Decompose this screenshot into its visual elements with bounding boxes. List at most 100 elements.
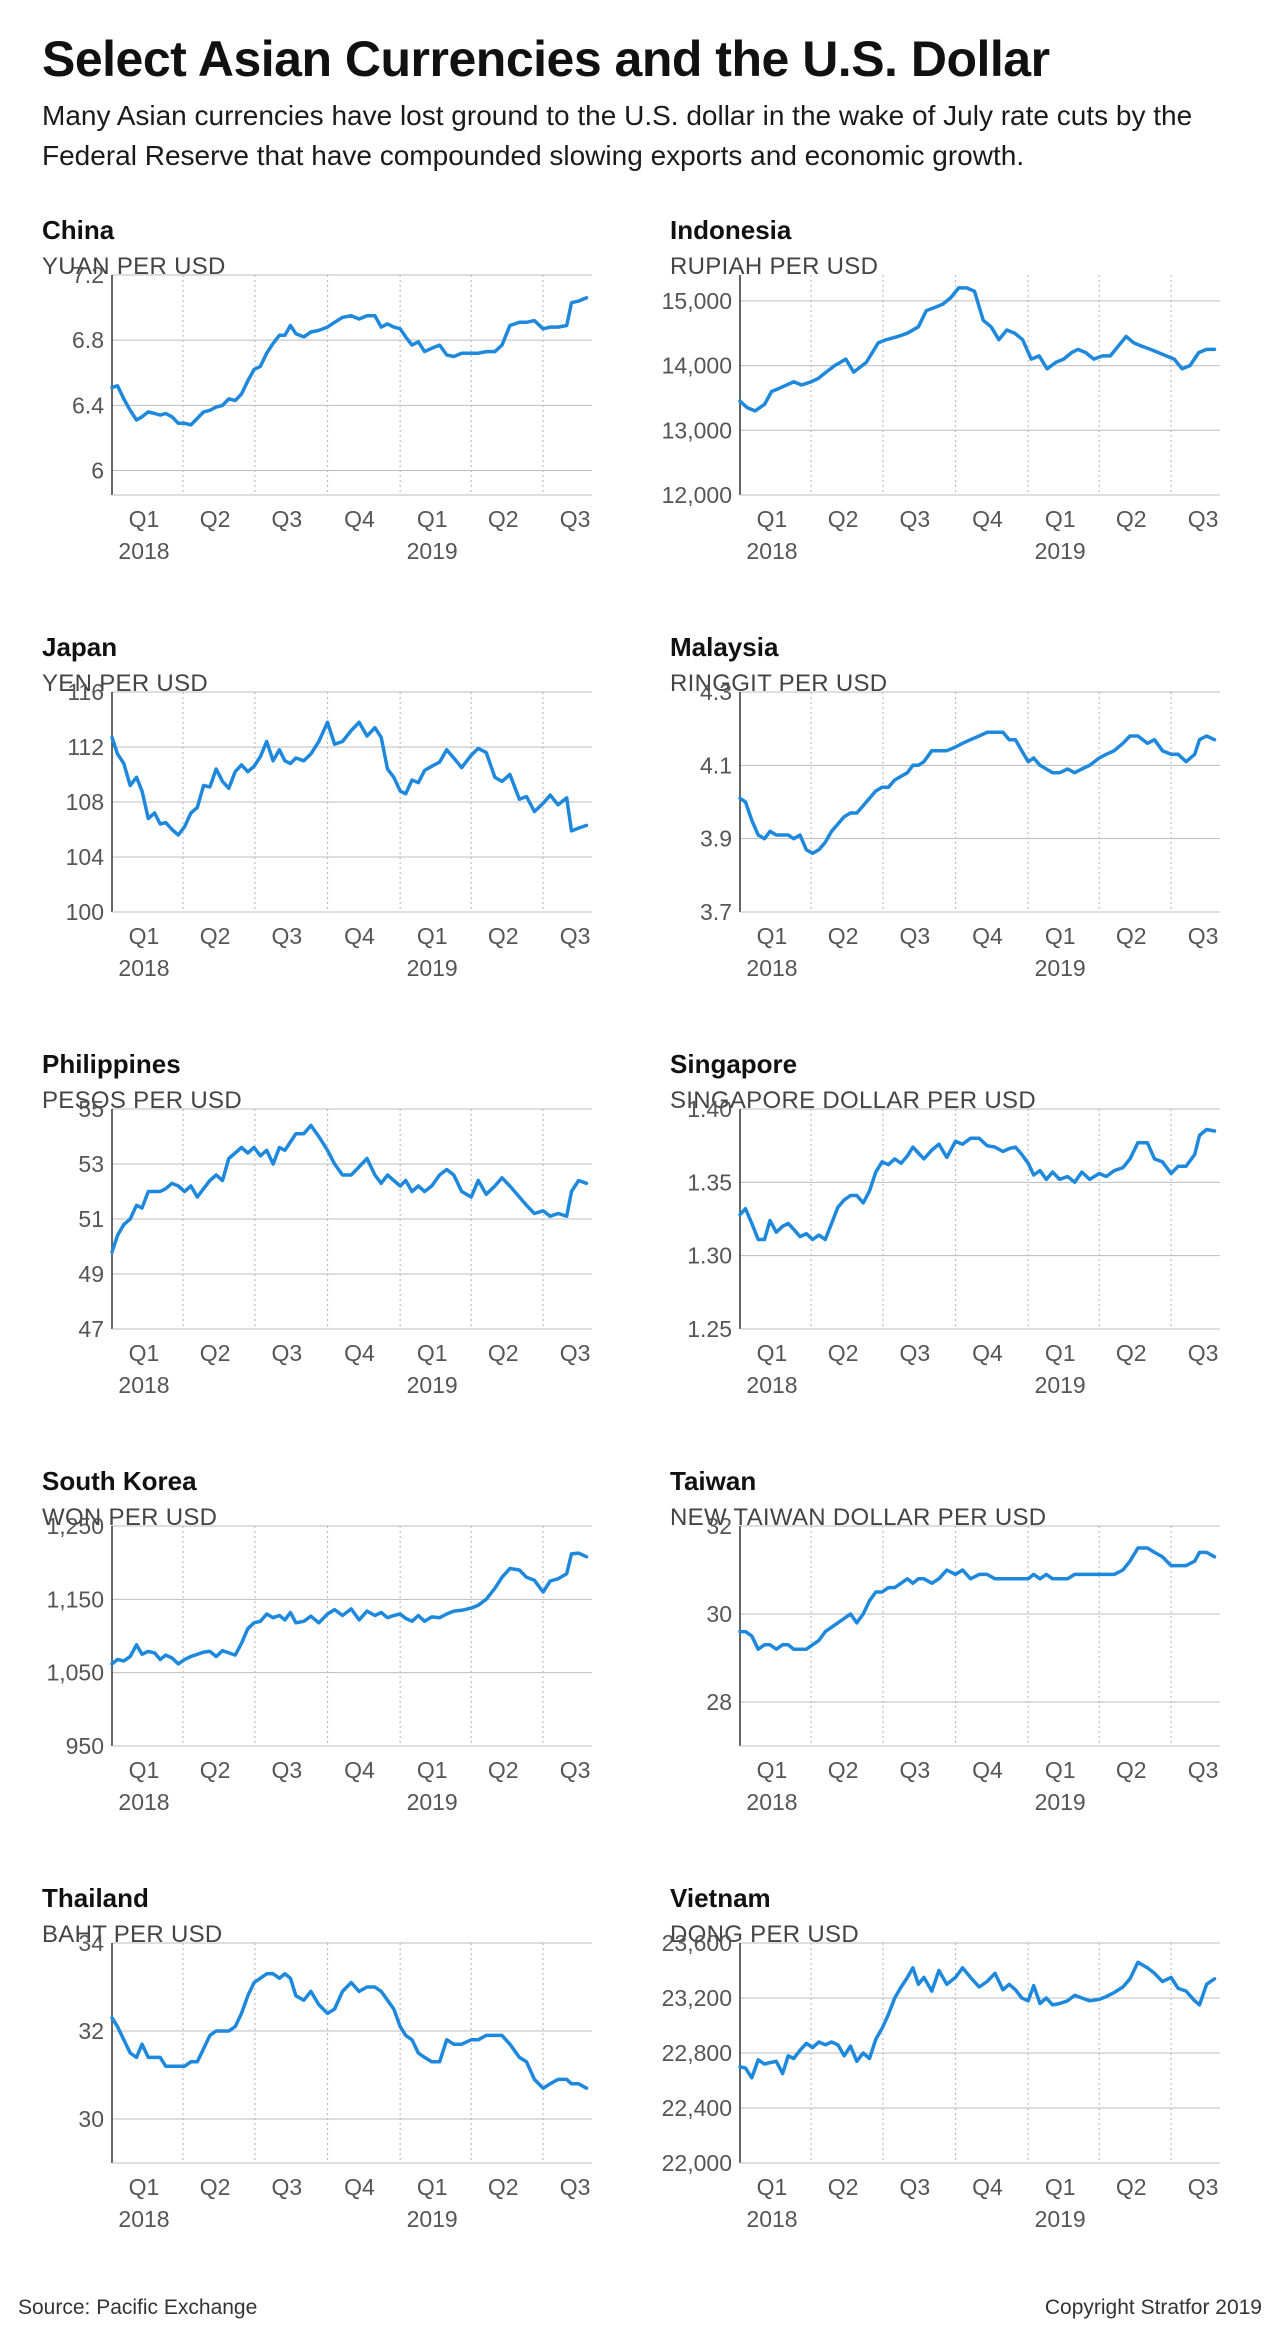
x-year-label: 2019 [407,1372,458,1398]
x-tick-label: Q3 [560,1757,591,1783]
x-tick-label: Q1 [129,506,160,532]
x-year-label: 2019 [1035,955,1086,981]
x-tick-label: Q3 [272,1757,303,1783]
y-tick-label: 4.3 [700,679,732,705]
y-tick-label: 1.35 [687,1169,732,1195]
x-tick-label: Q2 [200,923,231,949]
x-tick-label: Q1 [417,923,448,949]
y-tick-label: 950 [66,1733,104,1759]
y-tick-label: 116 [67,679,104,705]
x-tick-label: Q4 [344,1757,375,1783]
chart-title: Thailand [42,1883,149,1913]
x-tick-label: Q3 [1188,923,1219,949]
x-year-label: 2018 [746,2206,797,2232]
y-tick-label: 1,050 [46,1660,104,1686]
x-tick-label: Q4 [344,2174,375,2200]
x-tick-label: Q1 [129,923,160,949]
line-chart: 12,000 13,000 14,000 15,000 Q1 2018 Q2 Q3 Q4 Q1 20… [662,275,1220,564]
x-tick-label: Q4 [972,1757,1003,1783]
y-tick-label: 55 [78,1096,104,1122]
chart-panel-japan: Japan YEN PER USD 100 104 108 112 116 Q1 2018 Q… [42,632,642,1042]
y-tick-label: 34 [78,1930,104,1956]
x-tick-label: Q3 [900,2174,931,2200]
x-tick-label: Q1 [757,923,788,949]
chart-panel-south-korea: South Korea WON PER USD 950 1,050 1,150 1,2… [42,1466,642,1876]
x-tick-label: Q3 [1188,506,1219,532]
y-tick-label: 28 [706,1689,732,1715]
x-tick-label: Q2 [828,1340,859,1366]
x-tick-label: Q2 [200,1757,231,1783]
chart-title: South Korea [42,1466,197,1496]
chart-title: Japan [42,632,118,662]
x-tick-label: Q4 [344,923,375,949]
x-tick-label: Q1 [757,506,788,532]
chart-title: Taiwan [670,1466,757,1496]
y-tick-label: 47 [78,1316,104,1342]
x-tick-label: Q1 [1045,2174,1076,2200]
x-tick-label: Q4 [344,506,375,532]
x-tick-label: Q3 [1188,2174,1219,2200]
x-year-label: 2019 [407,955,458,981]
x-tick-label: Q3 [560,506,591,532]
x-tick-label: Q2 [200,1340,231,1366]
chart-title: China [42,215,115,245]
chart-title: Malaysia [670,632,779,662]
copyright-note: Copyright Stratfor 2019 [1044,2296,1262,2319]
y-tick-label: 1,150 [46,1586,104,1612]
x-year-label: 2018 [746,955,797,981]
x-tick-label: Q1 [417,1340,448,1366]
series-line [110,1551,589,1666]
x-tick-label: Q3 [272,1340,303,1366]
chart-panel-taiwan: Taiwan NEW TAIWAN DOLLAR PER USD 28 30 32 Q… [670,1466,1270,1876]
y-tick-label: 22,000 [662,2150,732,2176]
y-tick-label: 51 [78,1206,104,1232]
y-tick-label: 104 [66,844,105,870]
x-year-label: 2018 [118,1789,169,1815]
chart-panel-malaysia: Malaysia RINGGIT PER USD 3.7 3.9 4.1 4.3 Q1 2… [670,632,1270,1042]
series-line [738,1127,1217,1242]
x-year-label: 2019 [1035,1372,1086,1398]
y-tick-label: 108 [66,789,104,815]
y-tick-label: 112 [67,734,104,760]
y-tick-label: 12,000 [662,482,732,508]
line-chart: 28 30 32 Q1 2018 Q2 Q3 Q4 Q1 2019 Q2 Q3 [706,1513,1220,1815]
x-tick-label: Q3 [900,1757,931,1783]
x-year-label: 2018 [746,1372,797,1398]
chart-panel-vietnam: Vietnam DONG PER USD 22,000 22,400 22,800 2… [662,1883,1270,2293]
x-tick-label: Q2 [1116,1340,1147,1366]
y-tick-label: 3.7 [700,899,732,925]
y-tick-label: 23,600 [662,1930,732,1956]
x-tick-label: Q1 [1045,1340,1076,1366]
line-chart: 6 6.4 6.8 7.2 Q1 2018 Q2 Q3 Q4 Q1 2019 Q2 Q3 [72,262,592,564]
x-year-label: 2018 [118,1372,169,1398]
line-chart: 950 1,050 1,150 1,250 Q1 2018 Q2 Q3 Q4 Q1 2019 Q2 Q3 [46,1513,592,1815]
x-tick-label: Q2 [828,2174,859,2200]
series-line [738,730,1217,856]
y-tick-label: 6.4 [72,392,104,418]
x-year-label: 2019 [407,538,458,564]
series-line [738,1960,1217,2080]
x-tick-label: Q3 [272,506,303,532]
y-tick-label: 22,400 [662,2095,732,2121]
y-tick-label: 15,000 [662,288,732,314]
y-tick-label: 100 [66,899,104,925]
x-tick-label: Q1 [1045,1757,1076,1783]
x-tick-label: Q2 [828,923,859,949]
x-tick-label: Q1 [129,1757,160,1783]
x-tick-label: Q4 [972,1340,1003,1366]
x-tick-label: Q3 [560,2174,591,2200]
x-tick-label: Q4 [972,2174,1003,2200]
x-tick-label: Q2 [1116,2174,1147,2200]
line-chart: 100 104 108 112 116 Q1 2018 Q2 Q3 Q4 Q1 2019 Q2 Q3 [66,679,592,981]
y-tick-label: 22,800 [662,2040,732,2066]
x-tick-label: Q1 [417,1757,448,1783]
y-tick-label: 49 [78,1261,104,1287]
x-tick-label: Q1 [757,1757,788,1783]
x-tick-label: Q2 [488,2174,519,2200]
x-tick-label: Q3 [900,923,931,949]
x-tick-label: Q3 [900,506,931,532]
x-year-label: 2018 [118,2206,169,2232]
x-year-label: 2018 [118,538,169,564]
chart-title: Indonesia [670,215,792,245]
x-tick-label: Q1 [129,2174,160,2200]
